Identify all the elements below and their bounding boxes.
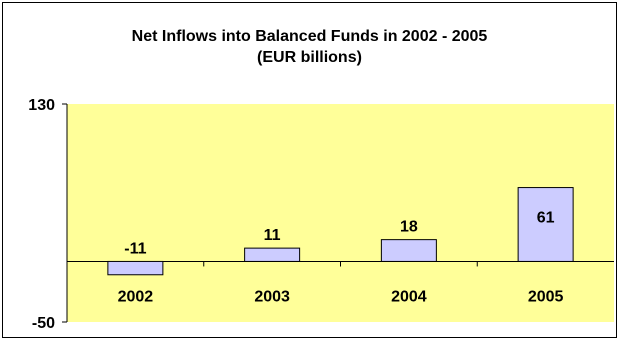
bar-2002 (107, 260, 164, 276)
category-label-2002: 2002 (118, 288, 154, 305)
chart-title: Net Inflows into Balanced Funds in 2002 … (131, 28, 488, 45)
category-label-2004: 2004 (391, 288, 427, 305)
bar-2004 (380, 239, 437, 262)
y-tick-label: -50 (32, 315, 55, 332)
bar-2005 (517, 187, 574, 262)
data-label-2002: -11 (124, 240, 146, 257)
category-label-2003: 2003 (254, 288, 290, 305)
chart-title-block: Net Inflows into Balanced Funds in 2002 … (0, 26, 619, 68)
data-label-2004: 18 (400, 219, 418, 236)
data-label-2005: 61 (537, 210, 555, 227)
y-tick-label: 130 (28, 97, 55, 114)
bar-2003 (244, 247, 301, 262)
data-label-2003: 11 (264, 227, 281, 244)
chart-subtitle: (EUR billions) (257, 49, 362, 66)
category-label-2005: 2005 (528, 288, 564, 305)
